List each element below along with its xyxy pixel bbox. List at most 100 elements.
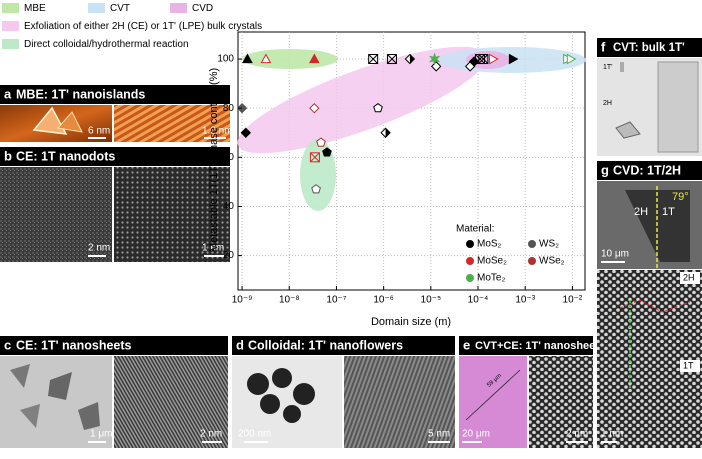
marker-part [368, 54, 379, 64]
legend-label: CVT [110, 3, 130, 14]
legend-marker [466, 274, 474, 282]
phase-label: 1T [662, 206, 675, 218]
legend-swatch [2, 3, 19, 13]
marker [508, 53, 519, 65]
panel-f: f CVT: bulk 1T' 1T' 2H [597, 38, 702, 156]
marker [430, 61, 442, 72]
panel-title: MBE: 1T' nanoislands [16, 87, 145, 101]
marker-part [309, 152, 320, 163]
label-bg [680, 272, 700, 284]
boundary [619, 299, 691, 313]
marker [308, 53, 320, 64]
legend-swatch [2, 39, 19, 49]
scale-label: 5 nm [428, 429, 450, 440]
marker [309, 152, 320, 163]
measure-line [465, 369, 521, 421]
x-tick-label: 10⁻⁵ [421, 295, 442, 306]
scale-label: 2 nm [566, 429, 588, 440]
legend-label: CVD [192, 3, 213, 14]
nanoflower [247, 373, 269, 395]
panel-d: d Colloidal: 1T' nanoflowers 200 nm 5 nm [232, 336, 455, 448]
legend-label: MoS₂ [477, 239, 502, 250]
panel-e: e CVT+CE: 1T' nanosheets 59 μm 20 μm 2 n… [459, 336, 605, 448]
marker-part [386, 54, 397, 65]
marker [368, 54, 379, 65]
marker [322, 147, 332, 157]
scale-label: 1 nm [202, 243, 224, 254]
y-tick-label: 100 [217, 54, 234, 65]
panel-bar [0, 85, 230, 104]
marker [489, 53, 499, 65]
scale-label: 200 nm [238, 429, 271, 440]
lattice-label: 1T [683, 360, 694, 370]
scale-label: 6 nm [88, 126, 110, 137]
panel-a: a MBE: 1T' nanoislands 6 nm 1.2 nm [0, 85, 233, 142]
marker [242, 53, 253, 64]
scale-label: 10 μm [601, 249, 629, 260]
x-tick-label: 10⁻⁸ [279, 295, 300, 306]
y-tick-label: 40 [223, 201, 235, 212]
marker [240, 127, 252, 138]
marker-part [310, 152, 320, 163]
panel-letter: a [4, 86, 12, 101]
legend-label: MoSe₂ [477, 256, 507, 267]
nanoflower [272, 368, 292, 388]
marker [404, 53, 416, 65]
marker [386, 54, 397, 65]
sample-label: 1T' [603, 64, 613, 71]
marker [260, 53, 272, 64]
nanoflower [293, 383, 315, 405]
legend-label: MoTe₂ [477, 273, 505, 284]
panel-bar [0, 336, 228, 355]
marker [309, 102, 320, 114]
marker [373, 103, 383, 113]
region-exfoliation [237, 46, 487, 154]
nanoflower [283, 405, 301, 423]
y-tick-label: 20 [223, 250, 235, 261]
legend-label: MBE [24, 3, 46, 14]
panel-b: b CE: 1T nanodots 2 nm 1 nm [0, 147, 230, 262]
image [0, 167, 112, 262]
panel-bar [597, 161, 702, 180]
x-tick-label: 10⁻² [563, 295, 583, 306]
flake [48, 372, 72, 400]
panel-letter: g [601, 162, 609, 177]
axes: 10⁻⁹ 10⁻⁸ 10⁻⁷ 10⁻⁶ 10⁻⁵ 10⁻⁴ 10⁻³ 10⁻² 20 40 60 80… [217, 54, 583, 306]
label-bg [680, 360, 700, 372]
legend-marker [466, 240, 474, 248]
panel-title: CE: 1T' nanosheets [16, 338, 132, 352]
x-tick-label: 10⁻⁴ [468, 295, 489, 306]
scale-label: 2 nm [200, 429, 222, 440]
marker [478, 54, 489, 65]
panel-title: CE: 1T nanodots [16, 149, 115, 163]
panel-bar [459, 336, 593, 355]
panel-title: CVT+CE: 1T' nanosheets [475, 340, 605, 352]
image [459, 356, 527, 448]
panel-g: g CVD: 1T/2H 79° 2H 1T 10 μm 2H 1T 1 nm [597, 161, 702, 448]
legend-label: WSe₂ [539, 256, 565, 267]
x-tick-label: 10⁻⁶ [373, 295, 394, 306]
scale-label: 1.2 nm [202, 126, 233, 137]
marker-part [478, 54, 489, 65]
scale-label: 2 nm [88, 243, 110, 254]
marker [380, 127, 391, 138]
y-axis-label: Metastable 1T(1T') phase content (%) [208, 68, 220, 252]
methods-legend: MBE CVT CVD Exfoliation of either 2H (CE… [2, 3, 262, 50]
x-tick-label: 10⁻³ [515, 295, 535, 306]
marker [311, 184, 321, 194]
x-tick-label: 10⁻⁹ [232, 295, 253, 306]
crystal [620, 62, 624, 72]
panel-bar [0, 147, 230, 166]
flake [78, 402, 100, 430]
marker [566, 53, 577, 65]
legend-marker [528, 257, 536, 265]
marker-part [387, 54, 397, 64]
legend-label: Exfoliation of either 2H (CE) or 1T' (LP… [24, 21, 262, 32]
flake [10, 364, 30, 388]
y-tick-label: 60 [223, 152, 235, 163]
marker-part [409, 54, 415, 64]
scale-label: 1 μm [90, 429, 112, 440]
material-legend: MoS₂ MoSe₂ MoTe₂ WS₂ WSe₂ [466, 239, 565, 284]
chart: 10⁻⁹ 10⁻⁸ 10⁻⁷ 10⁻⁶ 10⁻⁵ 10⁻⁴ 10⁻³ 10⁻² 20 40 60 80… [208, 31, 586, 328]
